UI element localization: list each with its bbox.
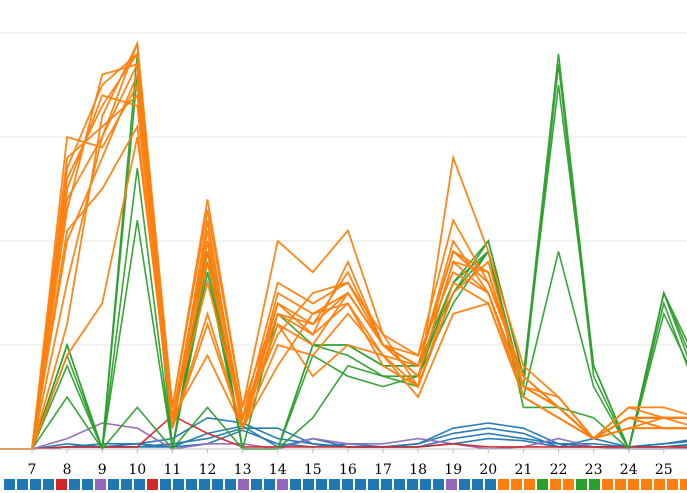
series-line-orange-7: [0, 63, 687, 450]
x-tick-label: 21: [514, 462, 532, 478]
x-tick-label: 19: [444, 462, 462, 478]
series-lines: [0, 40, 687, 452]
x-tick-label: 12: [199, 462, 217, 478]
legend-swatch-blue: [394, 479, 405, 490]
legend-swatch-blue: [342, 479, 353, 490]
legend-swatch-blue: [472, 479, 483, 490]
legend-swatch-orange: [667, 479, 678, 490]
legend-swatch-blue: [4, 479, 15, 490]
legend-swatch-orange: [524, 479, 535, 490]
legend-swatch-blue: [420, 479, 431, 490]
x-tick-label: 10: [128, 462, 146, 478]
legend-swatch-orange: [511, 479, 522, 490]
legend-swatch-orange: [615, 479, 626, 490]
legend-swatch-orange: [550, 479, 561, 490]
legend-swatch-blue: [368, 479, 379, 490]
x-tick-label: 24: [620, 462, 638, 478]
legend-swatch-blue: [485, 479, 496, 490]
x-tick-label: 17: [374, 462, 392, 478]
legend-swatch-red: [56, 479, 67, 490]
legend-swatch-blue: [134, 479, 145, 490]
legend-swatch-blue: [173, 479, 184, 490]
legend-swatch-blue: [264, 479, 275, 490]
x-axis: 7 8 9 10 11 12 13 14 15 16 17 18 19 20 21 22 23 24 25: [0, 448, 687, 478]
legend-swatch-blue: [121, 479, 132, 490]
legend-strip: [4, 479, 687, 490]
legend-swatch-blue: [251, 479, 262, 490]
x-tick-label: 16: [339, 462, 357, 478]
legend-swatch-blue: [290, 479, 301, 490]
legend-swatch-blue: [329, 479, 340, 490]
legend-swatch-orange: [641, 479, 652, 490]
series-line-purple-21: [0, 422, 687, 450]
legend-swatch-blue: [407, 479, 418, 490]
legend-swatch-orange: [628, 479, 639, 490]
legend-swatch-blue: [212, 479, 223, 490]
legend-swatch-green: [537, 479, 548, 490]
series-line-red-22: [0, 414, 687, 450]
legend-swatch-green: [576, 479, 587, 490]
legend-swatch-blue: [433, 479, 444, 490]
legend-swatch-purple: [95, 479, 106, 490]
legend-swatch-blue: [303, 479, 314, 490]
legend-swatch-blue: [225, 479, 236, 490]
series-line-green-14: [0, 168, 687, 452]
legend-swatch-red: [147, 479, 158, 490]
x-tick-label: 11: [163, 462, 181, 478]
series-line-orange-10: [0, 123, 687, 450]
legend-swatch-blue: [108, 479, 119, 490]
legend-swatch-purple: [446, 479, 457, 490]
legend-swatch-blue: [82, 479, 93, 490]
legend-swatch-blue: [17, 479, 28, 490]
series-line-orange-5: [0, 136, 687, 450]
x-tick-label: 9: [98, 462, 107, 478]
legend-swatch-blue: [316, 479, 327, 490]
legend-swatch-blue: [30, 479, 41, 490]
x-tick-label: 18: [409, 462, 427, 478]
legend-swatch-purple: [277, 479, 288, 490]
legend-swatch-green: [589, 479, 600, 490]
x-tick-label: 20: [479, 462, 497, 478]
legend-swatch-orange: [498, 479, 509, 490]
legend-swatch-orange: [602, 479, 613, 490]
legend-swatch-blue: [355, 479, 366, 490]
legend-swatch-orange: [680, 479, 687, 490]
legend-swatch-purple: [238, 479, 249, 490]
legend-swatch-blue: [69, 479, 80, 490]
x-tick-label: 14: [269, 462, 287, 478]
series-line-orange-3: [0, 82, 687, 450]
legend-swatch-blue: [459, 479, 470, 490]
x-tick-label: 23: [585, 462, 603, 478]
series-line-orange-11: [0, 51, 687, 450]
legend-swatch-blue: [186, 479, 197, 490]
series-line-green-13: [0, 74, 687, 452]
x-tick-label: 15: [304, 462, 322, 478]
series-line-orange-0: [0, 60, 687, 450]
series-line-green-16: [0, 249, 687, 451]
x-tick-label: 7: [28, 462, 37, 478]
x-tick-label: 13: [234, 462, 252, 478]
legend-swatch-blue: [381, 479, 392, 490]
legend-swatch-blue: [43, 479, 54, 490]
series-line-green-15: [0, 64, 687, 452]
x-tick-label: 8: [63, 462, 72, 478]
legend-swatch-blue: [199, 479, 210, 490]
legend-swatch-orange: [563, 479, 574, 490]
legend-swatch-blue: [160, 479, 171, 490]
legend-swatch-orange: [654, 479, 665, 490]
series-line-orange-2: [0, 74, 687, 450]
x-tick-label: 25: [655, 462, 673, 478]
x-tick-label: 22: [550, 462, 568, 478]
